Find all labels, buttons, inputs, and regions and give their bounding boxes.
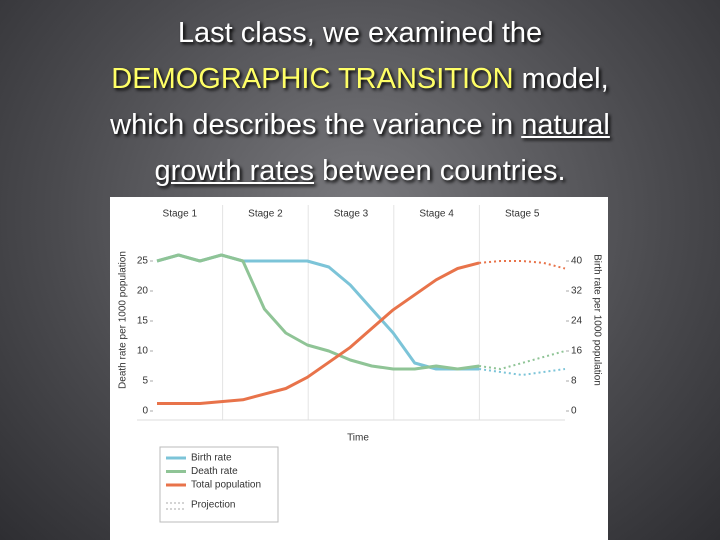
title-text: model,	[513, 63, 609, 95]
y-tick-label: 20	[137, 286, 149, 297]
x-axis-label: Time	[347, 433, 369, 444]
stage-label: Stage 2	[248, 209, 283, 220]
y-tick-label: 5	[142, 376, 148, 387]
title-text: between countries.	[314, 155, 566, 187]
y-tick-label: 15	[137, 316, 149, 327]
title-underlined: growth rates	[154, 155, 315, 187]
legend-label: Death rate	[191, 466, 238, 477]
title-text: which describes the variance in	[110, 109, 522, 141]
y2-axis-label: Birth rate per 1000 population	[591, 254, 602, 386]
title-underlined: natural	[521, 109, 610, 141]
y-axis-label: Death rate per 1000 population	[118, 251, 129, 389]
stage-label: Stage 5	[505, 209, 540, 220]
legend-label: Total population	[191, 480, 261, 491]
title-highlight: DEMOGRAPHIC TRANSITION	[111, 63, 514, 95]
y2-tick-label: 32	[571, 286, 583, 297]
stage-label: Stage 3	[334, 209, 369, 220]
y2-tick-label: 8	[571, 376, 577, 387]
title-text: Last class, we examined the	[177, 17, 543, 49]
projection-line	[479, 260, 566, 270]
legend-label: Birth rate	[191, 453, 232, 464]
stage-label: Stage 1	[163, 209, 198, 220]
y2-tick-label: 24	[571, 316, 583, 327]
y-tick-label: 10	[137, 346, 149, 357]
y-tick-label: 0	[142, 406, 148, 417]
y2-tick-label: 0	[571, 406, 577, 417]
y-tick-label: 25	[137, 256, 149, 267]
stage-label: Stage 4	[419, 209, 454, 220]
data-line	[156, 253, 480, 371]
legend-label: Projection	[191, 500, 235, 511]
slide-title: Last class, we examined the DEMOGRAPHIC …	[0, 10, 720, 194]
y2-tick-label: 16	[571, 346, 583, 357]
y2-tick-label: 40	[571, 256, 583, 267]
data-line	[157, 261, 480, 405]
